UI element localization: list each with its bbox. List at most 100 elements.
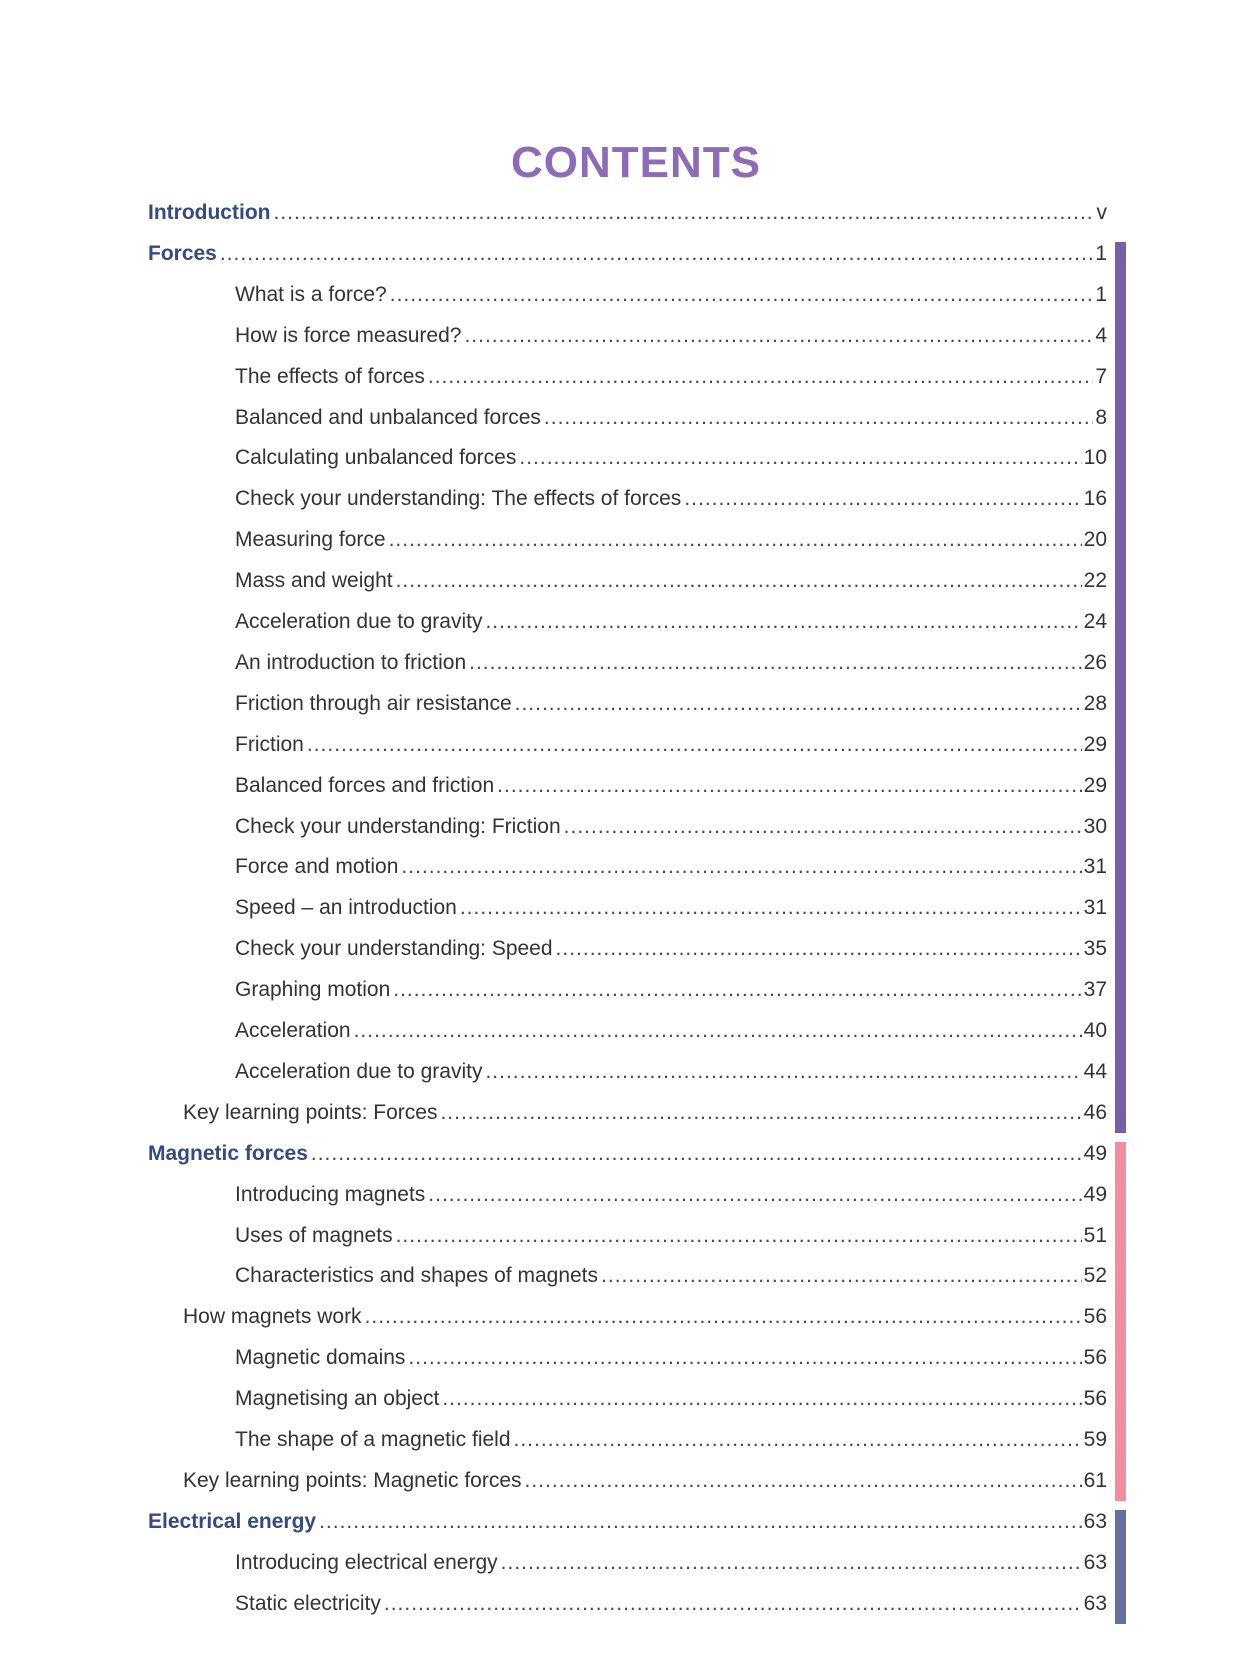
toc-entry: Check your understanding: Speed 35 bbox=[235, 937, 1107, 967]
toc-entry: Magnetic domains 56 bbox=[235, 1346, 1107, 1376]
toc-entry: Graphing motion 37 bbox=[235, 978, 1107, 1008]
leader-dots bbox=[519, 446, 1081, 470]
entry-title: Check your understanding: Friction bbox=[235, 814, 561, 838]
section-tab bbox=[1115, 241, 1126, 1133]
leader-dots bbox=[514, 1428, 1082, 1452]
toc-entry: The effects of forces 7 bbox=[235, 365, 1107, 395]
title: CONTENTS bbox=[511, 138, 761, 187]
toc-entry: Calculating unbalanced forces 10 bbox=[235, 446, 1107, 476]
leader-dots bbox=[390, 283, 1094, 307]
toc-entry: Friction through air resistance 28 bbox=[235, 692, 1107, 722]
page-number: 52 bbox=[1083, 1264, 1107, 1288]
entry-title: Uses of magnets bbox=[235, 1223, 393, 1247]
entry-title: An introduction to friction bbox=[235, 650, 467, 674]
page-number: 35 bbox=[1083, 937, 1107, 961]
leader-dots bbox=[601, 1264, 1082, 1288]
toc-entry: Magnetic forces 49 bbox=[148, 1142, 1107, 1172]
toc-entry: Magnetising an object 56 bbox=[235, 1387, 1107, 1417]
leader-dots bbox=[442, 1387, 1081, 1411]
page-number: 31 bbox=[1083, 896, 1107, 920]
page-number: 61 bbox=[1083, 1468, 1107, 1492]
entry-title: Friction bbox=[235, 732, 304, 756]
toc-entry: Speed – an introduction 31 bbox=[235, 896, 1107, 926]
leader-dots bbox=[428, 1183, 1081, 1207]
page-number: 51 bbox=[1083, 1223, 1107, 1247]
leader-dots bbox=[485, 1060, 1081, 1084]
leader-dots bbox=[464, 324, 1093, 348]
page-number: 29 bbox=[1083, 773, 1107, 797]
toc-entry: Force and motion 31 bbox=[235, 855, 1107, 885]
section-tab bbox=[1115, 1141, 1126, 1501]
leader-dots bbox=[220, 242, 1093, 266]
leader-dots bbox=[544, 406, 1093, 430]
toc-entry: Electrical energy 63 bbox=[148, 1510, 1107, 1540]
section-tab bbox=[1115, 1509, 1126, 1624]
entry-title: Key learning points: Magnetic forces bbox=[183, 1468, 522, 1492]
toc-entry: Introduction v bbox=[148, 201, 1107, 231]
entry-title: Characteristics and shapes of magnets bbox=[235, 1264, 599, 1288]
entry-title: The shape of a magnetic field bbox=[235, 1428, 511, 1451]
entry-title: Acceleration bbox=[235, 1019, 351, 1042]
entry-title: Magnetic forces bbox=[148, 1141, 308, 1165]
page-number: 10 bbox=[1083, 446, 1107, 470]
entry-title: Introduction bbox=[148, 201, 271, 224]
page-number: 59 bbox=[1083, 1428, 1107, 1451]
entry-title: Calculating unbalanced forces bbox=[235, 446, 517, 470]
entry-title: Mass and weight bbox=[235, 569, 393, 593]
page-number: 22 bbox=[1083, 569, 1107, 593]
leader-dots bbox=[396, 1224, 1082, 1248]
leader-dots bbox=[469, 651, 1082, 675]
entry-title: Balanced and unbalanced forces bbox=[235, 405, 541, 429]
leader-dots bbox=[556, 937, 1082, 961]
toc-entry: How is force measured? 4 bbox=[235, 324, 1107, 354]
entry-title: Check your understanding: Speed bbox=[235, 937, 553, 961]
leader-dots bbox=[525, 1469, 1082, 1493]
leader-dots bbox=[354, 1019, 1082, 1043]
entry-title: How magnets work bbox=[183, 1305, 362, 1329]
leader-dots bbox=[497, 774, 1081, 798]
leader-dots bbox=[311, 1142, 1082, 1166]
page-number: 28 bbox=[1083, 691, 1107, 715]
leader-dots bbox=[389, 528, 1082, 552]
toc-entry: The shape of a magnetic field 59 bbox=[235, 1428, 1107, 1458]
leader-dots bbox=[273, 201, 1094, 225]
entry-title: Measuring force bbox=[235, 528, 386, 552]
page-number: v bbox=[1096, 201, 1108, 224]
entry-title: Magnetic domains bbox=[235, 1346, 406, 1370]
page-number: 63 bbox=[1083, 1550, 1107, 1574]
toc-entry: How magnets work 56 bbox=[183, 1305, 1107, 1335]
page-number: 20 bbox=[1083, 528, 1107, 552]
page-number: 63 bbox=[1083, 1591, 1107, 1615]
page-number: 56 bbox=[1083, 1387, 1107, 1411]
page-number: 37 bbox=[1083, 978, 1107, 1002]
toc-entry: Acceleration 40 bbox=[235, 1019, 1107, 1049]
leader-dots bbox=[401, 855, 1081, 879]
toc-entry: Acceleration due to gravity 24 bbox=[235, 610, 1107, 640]
entry-title: Key learning points: Forces bbox=[183, 1100, 438, 1124]
page-number: 29 bbox=[1083, 732, 1107, 756]
page-number: 63 bbox=[1083, 1509, 1107, 1533]
page-number: 1 bbox=[1095, 282, 1107, 306]
entry-title: Force and motion bbox=[235, 855, 399, 879]
entry-title: Forces bbox=[148, 241, 217, 265]
leader-dots bbox=[501, 1551, 1082, 1575]
page-number: 30 bbox=[1083, 814, 1107, 838]
toc-entry: Check your understanding: The effects of… bbox=[235, 487, 1107, 517]
toc-entry: Key learning points: Magnetic forces 61 bbox=[183, 1469, 1107, 1499]
page-number: 49 bbox=[1083, 1182, 1107, 1206]
toc-entry: Balanced and unbalanced forces 8 bbox=[235, 406, 1107, 436]
toc-entry: Friction 29 bbox=[235, 733, 1107, 763]
page-number: 49 bbox=[1083, 1141, 1107, 1165]
entry-title: Balanced forces and friction bbox=[235, 773, 495, 797]
leader-dots bbox=[307, 733, 1082, 757]
entry-title: Introducing magnets bbox=[235, 1182, 426, 1206]
toc-entry: What is a force? 1 bbox=[235, 283, 1107, 313]
toc-entry: Check your understanding: Friction 30 bbox=[235, 815, 1107, 845]
leader-dots bbox=[408, 1346, 1081, 1370]
leader-dots bbox=[428, 365, 1093, 389]
leader-dots bbox=[393, 978, 1081, 1002]
page-number: 16 bbox=[1083, 487, 1107, 511]
leader-dots bbox=[440, 1101, 1081, 1125]
page-number: 40 bbox=[1083, 1019, 1107, 1042]
